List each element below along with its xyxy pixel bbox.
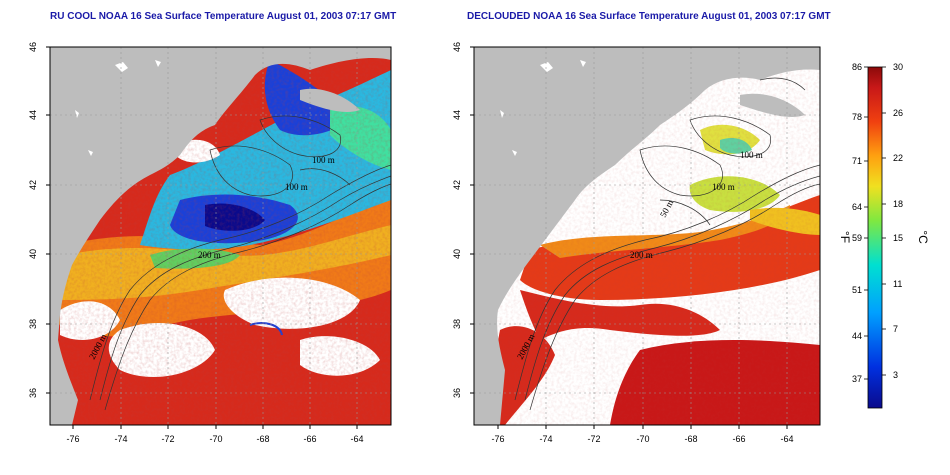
left-panel-title: RU COOL NOAA 16 Sea Surface Temperature …	[50, 11, 397, 22]
right-lat-tick: 44	[452, 110, 462, 120]
left-lat-tick: 42	[28, 180, 38, 190]
right-lat-tick: 38	[452, 319, 462, 329]
colorbar-c-tick: 11	[893, 279, 902, 289]
right-nova-scotia	[740, 93, 805, 117]
left-lat-tick: 38	[28, 319, 38, 329]
colorbar-c-tick: 26	[893, 108, 903, 118]
left-lat-tick: 46	[28, 42, 38, 52]
right-lat-tick: 40	[452, 249, 462, 259]
colorbar-c-tick: 22	[893, 153, 903, 163]
left-lon-tick: -64	[350, 434, 363, 444]
right-lat-tick: 36	[452, 388, 462, 398]
right-contour-label-2: 100 m	[712, 182, 735, 192]
right-lon-tick: -68	[684, 434, 697, 444]
right-lon-tick: -76	[491, 434, 504, 444]
left-contour-label-1: 100 m	[312, 155, 335, 165]
colorbar-c-tick: 18	[893, 199, 903, 209]
left-lat-tick: 44	[28, 110, 38, 120]
left-lat-tick: 36	[28, 388, 38, 398]
left-lon-tick: -66	[303, 434, 316, 444]
right-contour-label-1: 100 m	[740, 150, 763, 160]
left-contour-label-2: 100 m	[285, 182, 308, 192]
left-contours	[89, 115, 391, 411]
left-lat-tick: 40	[28, 249, 38, 259]
left-grid	[50, 47, 391, 425]
colorbar-celsius-unit: °C	[916, 230, 930, 244]
left-lon-tick: -76	[66, 434, 79, 444]
right-lon-axis: -76 -74 -72 -70 -68 -66 -64	[491, 434, 793, 444]
axis-tick-marks	[46, 46, 788, 429]
right-lat-tick: 46	[452, 42, 462, 52]
right-lon-tick: -70	[636, 434, 649, 444]
left-land	[50, 47, 391, 425]
left-lon-tick: -74	[114, 434, 127, 444]
colorbar-c-tick: 30	[893, 62, 903, 72]
colorbar-fahrenheit-unit: °F	[838, 231, 852, 243]
colorbar-f-tick: 78	[852, 112, 862, 122]
colorbar-f-tick: 64	[852, 202, 862, 212]
left-lon-tick: -72	[161, 434, 174, 444]
colorbar-f-tick: 71	[852, 156, 862, 166]
right-lon-tick: -66	[732, 434, 745, 444]
right-lon-tick: -72	[587, 434, 600, 444]
left-map	[50, 47, 391, 425]
left-lon-tick: -68	[256, 434, 269, 444]
right-lat-tick: 42	[452, 180, 462, 190]
colorbar-gradient	[867, 66, 883, 409]
colorbar-c-tick: 15	[893, 233, 903, 243]
left-map-frame	[49, 46, 392, 426]
left-contour-label-3: 200 m	[198, 250, 221, 260]
colorbar-f-tick: 37	[852, 374, 862, 384]
right-lat-axis: 46 44 42 40 38 36	[452, 42, 462, 398]
left-nova-scotia	[300, 88, 360, 112]
colorbar-f-tick: 59	[852, 233, 862, 243]
right-map	[474, 47, 820, 425]
colorbar-f-tick: 51	[852, 285, 862, 295]
colorbar-tick-marks	[864, 66, 886, 380]
right-lon-tick: -64	[780, 434, 793, 444]
left-lon-axis: -76 -74 -72 -70 -68 -66 -64	[66, 434, 363, 444]
left-lon-tick: -70	[209, 434, 222, 444]
right-lon-tick: -74	[539, 434, 552, 444]
right-map-frame	[473, 46, 821, 426]
colorbar-c-tick: 7	[893, 324, 898, 334]
colorbar-c-tick: 3	[893, 370, 898, 380]
colorbar: 86 78 71 64 59 51 44 37 30 26 22 18 15 1…	[838, 62, 930, 409]
left-lat-axis: 46 44 42 40 38 36	[28, 42, 38, 398]
colorbar-f-tick: 44	[852, 331, 862, 341]
right-contours	[514, 77, 820, 411]
colorbar-f-tick: 86	[852, 62, 862, 72]
right-panel-title: DECLOUDED NOAA 16 Sea Surface Temperatur…	[467, 11, 831, 22]
right-grid	[474, 47, 820, 425]
right-land	[474, 47, 820, 425]
right-contour-label-3: 200 m	[630, 250, 653, 260]
